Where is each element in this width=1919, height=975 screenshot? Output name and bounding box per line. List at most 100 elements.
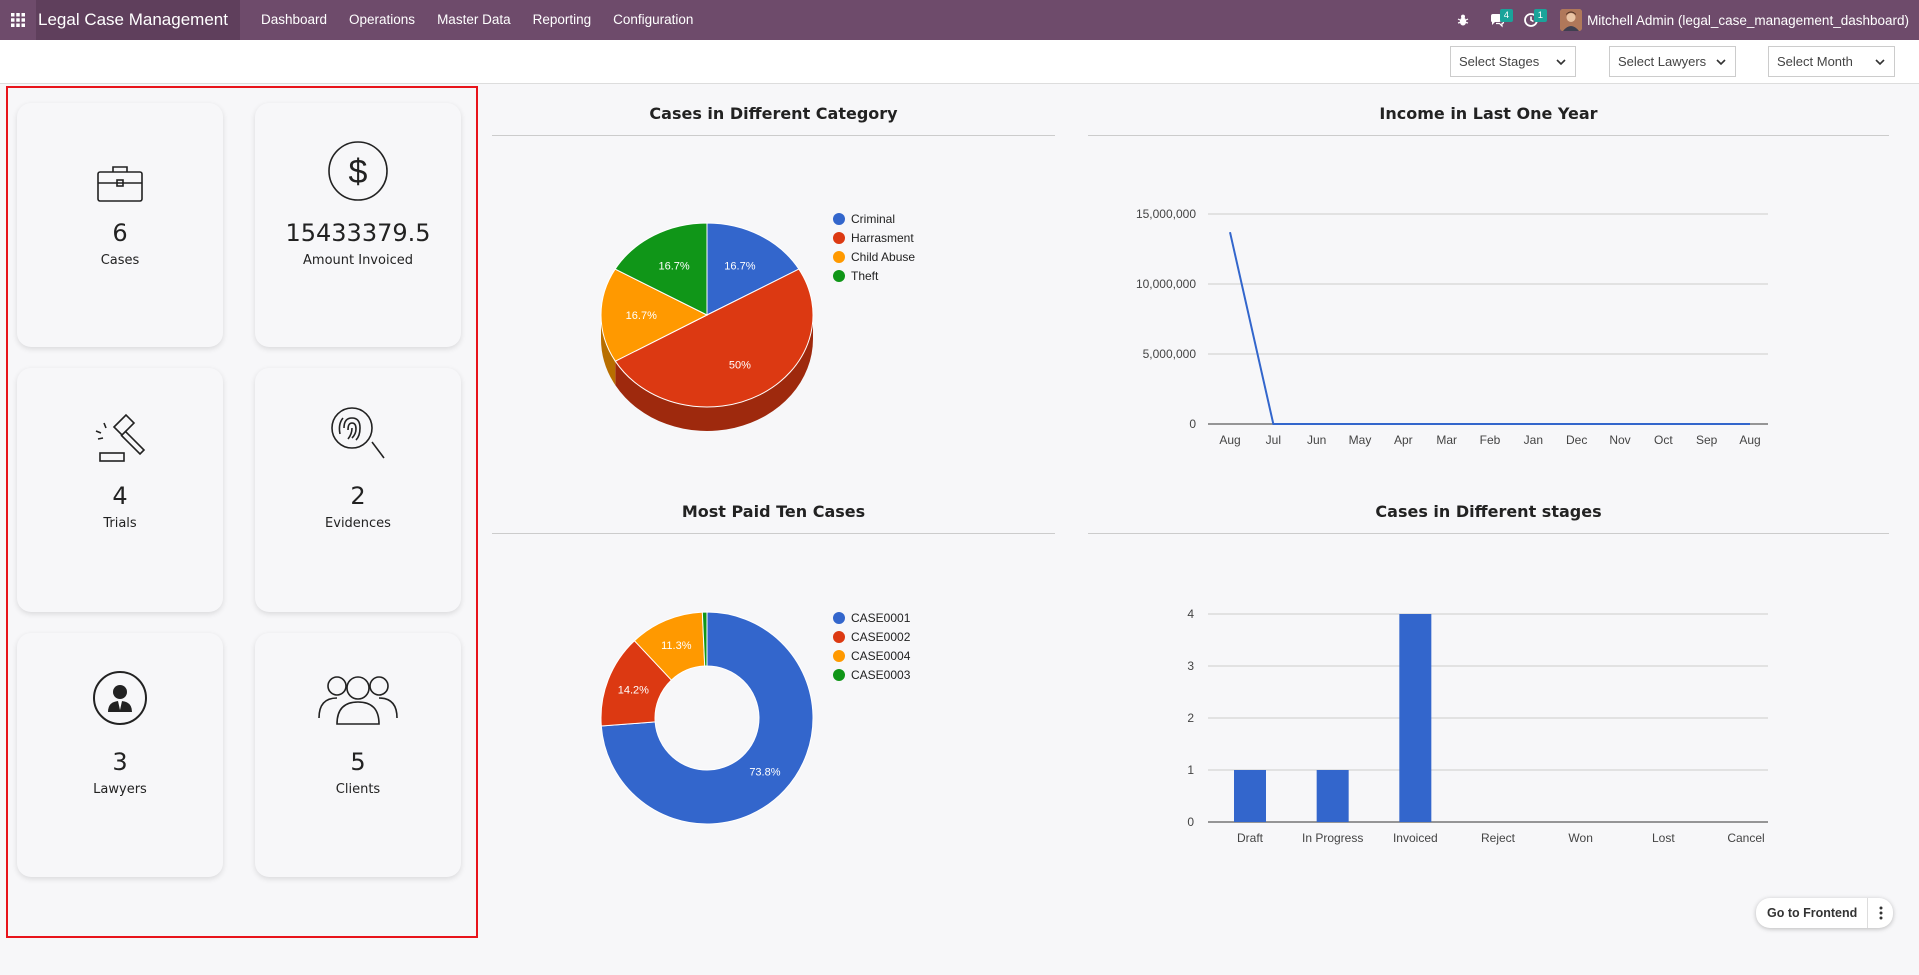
svg-text:$: $	[349, 153, 368, 191]
bug-icon[interactable]	[1446, 0, 1480, 40]
legend-label: CASE0001	[851, 611, 911, 625]
select-month-dropdown[interactable]: Select Month	[1768, 46, 1895, 77]
kpi-card-amount-invoiced[interactable]: $ 15433379.5 Amount Invoiced	[255, 103, 461, 347]
kpi-card-cases[interactable]: 6 Cases	[17, 103, 223, 347]
y-tick-label: 15,000,000	[1136, 207, 1196, 221]
y-tick-label: 1	[1187, 763, 1194, 777]
clients-icon	[315, 668, 401, 728]
filter-bar: Select Stages Select Lawyers Select Mont…	[0, 40, 1919, 84]
chevron-down-icon	[1875, 58, 1885, 65]
x-tick-label: May	[1349, 433, 1372, 447]
y-tick-label: 0	[1189, 417, 1196, 431]
briefcase-icon	[96, 153, 144, 213]
pie-slice	[706, 222, 800, 316]
x-tick-label: Invoiced	[1393, 831, 1438, 845]
x-tick-label: Reject	[1481, 831, 1516, 845]
messages-badge: 4	[1499, 9, 1514, 22]
app-title[interactable]: Legal Case Management	[36, 0, 240, 40]
chart-title-categories: Cases in Different Category	[649, 104, 898, 123]
kpi-value-clients: 5	[350, 748, 366, 776]
kpi-card-evidences[interactable]: 2 Evidences	[255, 368, 461, 612]
most-paid-donut-chart: 73.8% 14.2% 11.3% CASE0001 CASE0002 CASE0004 C…	[600, 611, 911, 825]
x-tick-label: Apr	[1394, 433, 1413, 447]
y-tick-label: 5,000,000	[1143, 347, 1197, 361]
navbar-systray: 4 1 Mitchell Admin (legal_case_managemen…	[1446, 0, 1909, 40]
donut-slice-label: 11.3%	[661, 640, 692, 652]
legend-label: Harrasment	[851, 231, 914, 245]
pie-slice-label: 16.7%	[626, 310, 657, 322]
kpi-label-trials: Trials	[103, 516, 137, 531]
legend-label: Child Abuse	[851, 250, 915, 264]
user-menu[interactable]: Mitchell Admin (legal_case_management_da…	[1560, 9, 1909, 31]
kpi-card-trials[interactable]: 4 Trials	[17, 368, 223, 612]
activities-badge: 1	[1533, 9, 1548, 22]
legend-label: Criminal	[851, 212, 895, 226]
select-lawyers-dropdown[interactable]: Select Lawyers	[1609, 46, 1736, 77]
x-tick-label: Nov	[1609, 433, 1630, 447]
go-to-frontend-button[interactable]: Go to Frontend	[1767, 906, 1858, 920]
chart-divider	[1088, 533, 1889, 534]
menu-configuration[interactable]: Configuration	[613, 12, 694, 27]
legend-swatch	[833, 270, 845, 282]
stage-bar	[1234, 770, 1266, 822]
y-tick-label: 0	[1187, 815, 1194, 829]
legend-label: CASE0004	[851, 649, 911, 663]
kpi-label-lawyers: Lawyers	[93, 782, 147, 797]
select-stages-dropdown[interactable]: Select Stages	[1450, 46, 1576, 77]
legend-swatch	[833, 612, 845, 624]
pie-slice	[614, 222, 708, 316]
chevron-down-icon	[1556, 58, 1566, 65]
kpi-card-clients[interactable]: 5 Clients	[255, 633, 461, 877]
x-tick-label: Lost	[1652, 831, 1675, 845]
legend-label: Theft	[851, 269, 879, 283]
donut-slice	[701, 611, 708, 667]
legend-label: CASE0003	[851, 668, 911, 682]
pie-slice-side	[615, 315, 813, 431]
top-navbar: Legal Case Management Dashboard Operatio…	[0, 0, 1919, 40]
donut-slice-label: 14.2%	[618, 684, 649, 696]
more-options-icon[interactable]	[1867, 898, 1893, 928]
kpi-label-amount-invoiced: Amount Invoiced	[303, 253, 413, 268]
x-tick-label: Mar	[1436, 433, 1457, 447]
kpi-value-evidences: 2	[350, 482, 366, 510]
go-to-frontend-widget: Go to Frontend	[1756, 898, 1894, 928]
legend-swatch	[833, 251, 845, 263]
pie-slice	[614, 268, 814, 408]
x-tick-label: Aug	[1739, 433, 1760, 447]
pie-slice	[600, 268, 709, 362]
x-tick-label: Cancel	[1727, 831, 1764, 845]
income-series-line	[1229, 231, 1750, 425]
chevron-down-icon	[1716, 58, 1726, 65]
apps-menu-icon[interactable]	[0, 0, 36, 40]
kpi-value-lawyers: 3	[112, 748, 128, 776]
chart-divider	[492, 135, 1055, 136]
x-tick-label: Jun	[1307, 433, 1326, 447]
pie-slice-label: 16.7%	[724, 261, 755, 273]
chart-title-stages: Cases in Different stages	[1375, 502, 1602, 521]
x-tick-label: Draft	[1237, 831, 1264, 845]
activities-clock-icon[interactable]: 1	[1514, 0, 1548, 40]
y-tick-label: 4	[1187, 607, 1194, 621]
menu-reporting[interactable]: Reporting	[532, 12, 592, 27]
pie-slice-side	[601, 315, 616, 386]
select-stages-label: Select Stages	[1459, 54, 1540, 69]
menu-master-data[interactable]: Master Data	[437, 12, 511, 27]
kpi-card-lawyers[interactable]: 3 Lawyers	[17, 633, 223, 877]
messages-icon[interactable]: 4	[1480, 0, 1514, 40]
kpi-panel: 6 Cases $ 15433379.5 Amount Invoiced 4 T…	[6, 86, 478, 938]
dollar-icon: $	[327, 141, 389, 201]
menu-dashboard[interactable]: Dashboard	[260, 12, 328, 27]
x-tick-label: Aug	[1219, 433, 1240, 447]
menu-operations[interactable]: Operations	[349, 12, 416, 27]
user-avatar	[1560, 9, 1583, 31]
pie-slice-label: 16.7%	[659, 261, 690, 273]
user-name: Mitchell Admin (legal_case_management_da…	[1587, 12, 1909, 28]
x-tick-label: Dec	[1566, 433, 1587, 447]
kpi-label-cases: Cases	[100, 253, 140, 268]
x-tick-label: Jan	[1524, 433, 1543, 447]
x-tick-label: Won	[1568, 831, 1592, 845]
select-month-label: Select Month	[1777, 54, 1853, 69]
legend-swatch	[833, 650, 845, 662]
kpi-value-trials: 4	[112, 482, 128, 510]
pie-slice-label: 50%	[729, 359, 751, 371]
